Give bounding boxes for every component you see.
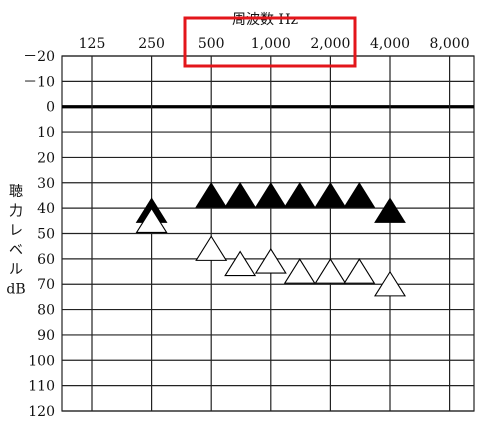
y-tick-label: 60 [37,252,55,268]
y-axis-label-char: ベ [9,243,23,259]
open-triangle-marker [135,207,168,234]
x-tick-label: 8,000 [430,36,470,52]
chart-title: 周波数 Hz [232,12,298,28]
open-triangle-marker [224,250,257,277]
y-tick-label: 40 [37,201,55,217]
y-tick-label: 80 [37,303,55,319]
y-axis-label-char: レ [9,223,23,239]
y-tick-label: －20 [23,49,55,65]
filled-triangle-marker [283,182,316,208]
grid [61,55,475,412]
y-tick-label: 0 [46,100,55,116]
x-tick-label: 4,000 [370,36,410,52]
y-tick-labels: －20 －10 0 10 20 30 40 50 60 70 80 90 100 110 120 [23,49,55,420]
x-tick-label: 250 [138,36,165,52]
y-tick-label: 30 [37,176,55,192]
open-triangle-marker [195,235,228,261]
y-tick-label: 110 [28,379,55,395]
x-tick-label: 2,000 [310,36,350,52]
filled-triangle-marker [374,197,406,223]
open-triangle-marker [314,258,347,284]
y-tick-label: 50 [37,227,55,243]
y-tick-label: 120 [28,404,55,420]
y-axis-label-char: 力 [9,204,23,220]
filled-triangle-marker [314,182,347,208]
y-tick-label: 70 [37,277,55,293]
open-triangle-marker [374,270,406,297]
y-tick-label: 10 [37,125,55,141]
data-markers [135,182,406,297]
filled-triangle-marker [343,182,376,208]
y-tick-label: 100 [28,353,55,369]
y-tick-label: －10 [23,74,55,90]
x-tick-label: 1,000 [251,36,291,52]
x-tick-label: 125 [79,36,106,52]
y-tick-label: 20 [37,150,55,166]
open-triangle-marker [254,248,287,274]
filled-triangle-marker [195,182,228,208]
y-axis-label-char: ル [9,262,23,278]
y-tick-label: 90 [37,328,55,344]
title-highlight-box [183,16,357,68]
open-triangle-marker [343,258,376,284]
x-tick-label: 500 [198,36,225,52]
y-axis-label-char: dB [6,282,25,298]
x-tick-labels: 125 250 500 1,000 2,000 4,000 8,000 [79,36,470,52]
filled-triangle-marker [254,182,287,208]
y-axis-label-char: 聴 [9,184,23,200]
open-triangle-marker [283,258,316,284]
filled-triangle-marker [224,182,257,208]
